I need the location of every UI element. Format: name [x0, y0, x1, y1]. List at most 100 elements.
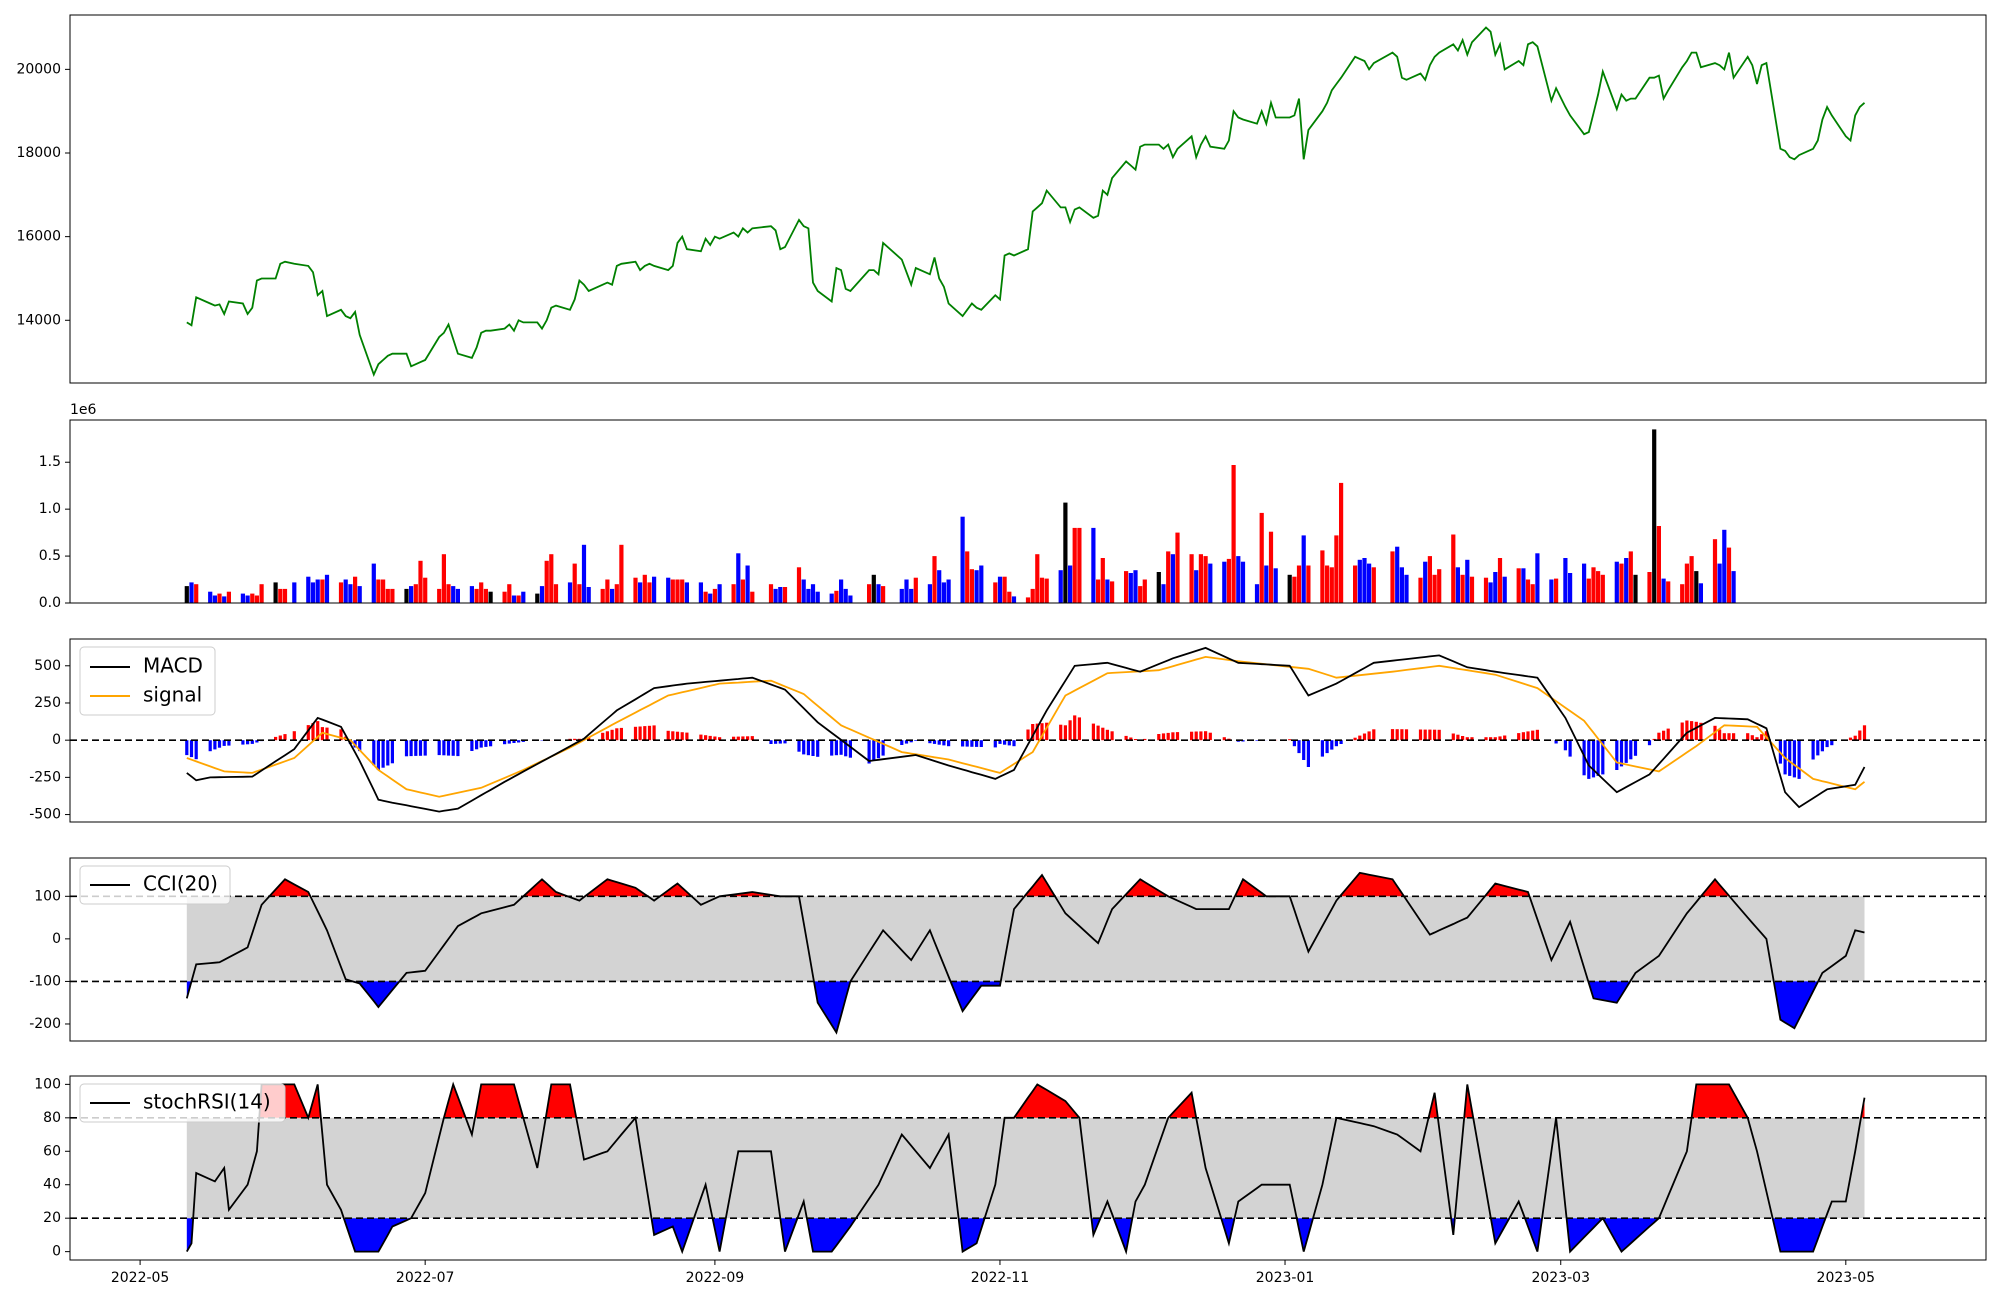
volume-bar: [647, 582, 652, 603]
volume-bar: [1656, 526, 1661, 603]
y-tick-label: 0: [52, 931, 61, 947]
volume-bar: [376, 579, 381, 603]
macd-histogram-bar: [1662, 730, 1666, 741]
macd-histogram-bar: [1619, 740, 1624, 767]
macd-histogram-bar: [484, 740, 488, 747]
macd-histogram-bar: [1306, 740, 1310, 767]
overbought-fill: [1484, 883, 1530, 897]
volume-bar: [1460, 574, 1465, 603]
volume-bar: [1138, 586, 1143, 603]
macd-histogram-bar: [1526, 731, 1530, 741]
oscillator-line: [186, 1081, 1866, 1255]
macd-histogram-bar: [213, 740, 217, 750]
volume-bar: [1063, 502, 1068, 603]
volume-bar: [1600, 574, 1605, 603]
volume-bar: [483, 588, 488, 603]
macd-histogram-bar: [306, 725, 310, 741]
volume-bar: [1493, 572, 1498, 603]
macd-histogram-bar: [1358, 735, 1362, 741]
macd-histogram-bar: [1040, 723, 1044, 741]
volume-bar: [259, 584, 264, 603]
macd-histogram-bar: [521, 740, 525, 742]
macd-histogram-bar: [1418, 729, 1423, 741]
volume-bar: [254, 595, 259, 603]
volume-bar: [680, 579, 685, 603]
macd-legend: [79, 646, 216, 716]
macd-histogram-bar: [1208, 732, 1212, 741]
volume-bar: [184, 586, 189, 603]
overbought-fill: [1014, 1084, 1080, 1118]
macd-histogram-bar: [423, 740, 427, 756]
volume-bar: [1110, 581, 1115, 603]
volume-bar: [194, 584, 199, 603]
macd-histogram-bar: [189, 740, 194, 758]
volume-bar: [222, 596, 227, 603]
volume-bar: [511, 595, 517, 603]
x-tick-label: 2022-07: [396, 1270, 455, 1286]
macd-histogram-bar: [671, 731, 675, 741]
macd-histogram-bar: [1563, 740, 1567, 751]
macd-histogram-bar: [1105, 729, 1109, 741]
macd-histogram-bar: [1433, 729, 1437, 741]
volume-bar: [572, 563, 577, 603]
volume-bar: [586, 587, 591, 603]
macd-histogram-bar: [1428, 729, 1432, 741]
macd-histogram-bar: [615, 728, 619, 741]
volume-bar: [1203, 556, 1208, 603]
macd-histogram-bar: [1596, 740, 1600, 776]
y-tick-label: -100: [29, 973, 61, 989]
panel-4-frame: [69, 1075, 1987, 1261]
volume-bar: [1142, 579, 1147, 603]
macd-histogram-bar: [1007, 740, 1011, 746]
macd-histogram-bar: [769, 740, 773, 744]
macd-histogram-bar: [1423, 729, 1427, 741]
macd-histogram-bar: [1493, 737, 1497, 741]
volume-bar: [1390, 551, 1395, 603]
overbought-fill: [523, 879, 568, 897]
volume-bar: [960, 516, 965, 603]
volume-bar: [1007, 591, 1012, 603]
volume-bar: [581, 544, 587, 603]
volume-bar: [946, 579, 951, 603]
volume-bar: [502, 591, 507, 603]
macd-histogram-bar: [404, 740, 409, 757]
macd-histogram-bar: [1797, 740, 1801, 779]
panel-0-frame: [69, 14, 1987, 384]
volume-bar: [1404, 574, 1409, 603]
macd-histogram-bar: [834, 740, 838, 756]
x-tick-label: 2023-01: [1256, 1270, 1315, 1286]
macd-histogram-bar: [1068, 720, 1072, 741]
macd-histogram-bar: [1110, 731, 1114, 741]
oversold-fill: [651, 1218, 694, 1252]
volume-bar: [446, 584, 451, 603]
y-tick-label: 0: [52, 1244, 61, 1260]
volume-bar: [666, 577, 671, 603]
macd-histogram-bar: [1222, 737, 1226, 741]
macd-histogram-bar: [685, 732, 689, 741]
volume-bar: [1124, 571, 1129, 603]
macd-histogram-bar: [1096, 725, 1100, 741]
macd-histogram-bar: [942, 740, 946, 746]
panel-1-frame: [69, 419, 1987, 604]
y-tick-label: 0: [52, 732, 61, 748]
macd-histogram-bar: [339, 729, 343, 741]
macd-histogram-bar: [1367, 731, 1371, 741]
macd-histogram-bar: [241, 740, 245, 745]
macd-histogram-bar: [816, 740, 820, 757]
macd-histogram-bar: [1353, 737, 1357, 741]
macd-histogram-bar: [1694, 721, 1698, 741]
macd-histogram-bar: [774, 740, 778, 744]
volume-bar: [717, 584, 722, 603]
macd-histogram-bar: [914, 740, 918, 741]
volume-bar: [773, 588, 778, 603]
macd-legend-label: MACD: [143, 654, 203, 678]
volume-bar: [282, 588, 288, 603]
y-tick-label: -200: [29, 1016, 61, 1032]
volume-bar: [1264, 565, 1269, 603]
panel-3: -200 -100 0 100 CCI(20): [29, 857, 1987, 1042]
macd-histogram-bar: [1059, 724, 1063, 741]
macd-histogram-bar: [1330, 740, 1334, 750]
volume-bar: [1680, 584, 1685, 603]
volume-bar: [1035, 554, 1040, 603]
macd-histogram-bar: [1746, 733, 1750, 741]
